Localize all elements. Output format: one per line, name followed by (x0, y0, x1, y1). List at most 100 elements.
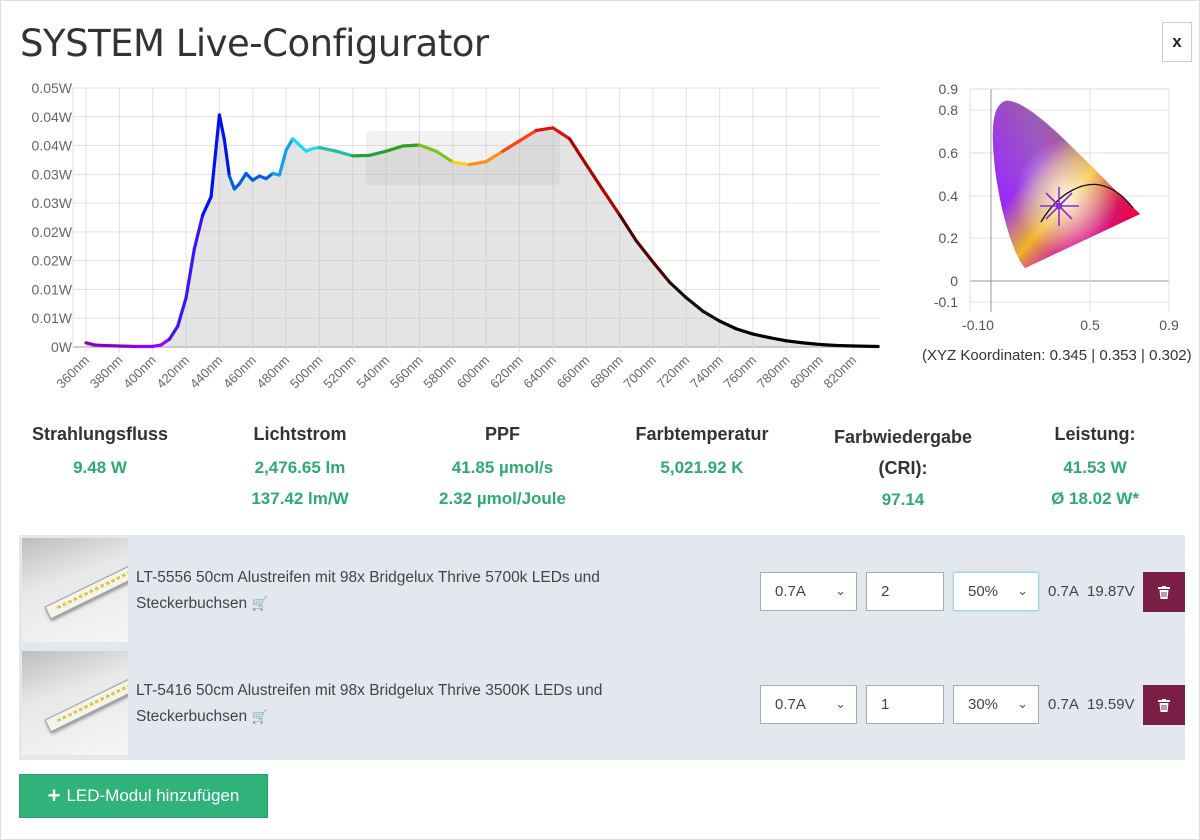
x-tick-label: 540nm (354, 353, 393, 392)
stat-value: 2,476.65 lm (254, 458, 346, 477)
x-tick-label: 720nm (654, 353, 693, 392)
y-tick-label: 0.04W (32, 138, 73, 154)
spectrum-line-segment (467, 159, 488, 167)
module-description: LT-5556 50cm Alustreifen mit 98x Bridgel… (136, 565, 696, 617)
current-select[interactable]: 0.7A ⌄ (760, 572, 857, 611)
x-tick-label: 400nm (120, 353, 159, 392)
stat-value: 97.14 (881, 490, 925, 509)
close-button[interactable]: x (1162, 22, 1192, 62)
x-tick-label: 580nm (420, 353, 459, 392)
cie-y-tick: 0.8 (939, 102, 959, 118)
quantity-value: 1 (881, 696, 890, 713)
delete-module-button[interactable] (1143, 572, 1185, 612)
module-row: LT-5416 50cm Alustreifen mit 98x Bridgel… (19, 648, 1185, 756)
stat-cri: Farbwiedergabe (CRI): 97.14 (808, 422, 998, 515)
spectrum-chart: 0W 0.01W 0.01W 0.02W 0.02W 0.03W 0.03W 0.04W 0.0… (32, 80, 880, 392)
spectrum-line-segment (651, 260, 672, 284)
stat-value: 2.32 µmol/Joule (439, 489, 566, 508)
spectrum-line-segment (584, 163, 605, 192)
stat-value: 137.42 lm/W (251, 489, 349, 508)
plus-icon: + (47, 783, 61, 808)
stat-label: Farbwiedergabe (CRI): (833, 427, 973, 478)
spectrum-line-segment (551, 126, 572, 141)
delete-module-button[interactable] (1143, 685, 1185, 725)
current-select[interactable]: 0.7A ⌄ (760, 685, 857, 724)
spectrum-line-segment (222, 138, 232, 178)
stat-label: PPF (484, 424, 520, 444)
trash-icon (1158, 585, 1170, 599)
spectrum-line-segment (201, 195, 213, 217)
cie-y-tick: -0.1 (934, 294, 958, 310)
page-title: SYSTEM Live-Configurator (20, 22, 489, 65)
x-tick-label: 360nm (53, 353, 92, 392)
y-tick-label: 0.03W (32, 195, 73, 211)
spectrum-line-segment (834, 343, 855, 348)
spectrum-line-segment (784, 339, 805, 345)
dimming-select[interactable]: 50% ⌄ (953, 572, 1039, 611)
spectrum-line-segment (484, 149, 505, 164)
module-list: LT-5556 50cm Alustreifen mit 98x Bridgel… (19, 535, 1185, 760)
stat-value: 9.48 W (73, 458, 127, 477)
spectrum-line-segment (534, 126, 555, 133)
spectrum-line-segment (176, 296, 188, 328)
spectrum-line-segment (384, 144, 405, 153)
x-tick-label: 820nm (820, 353, 859, 392)
cie-y-tick: 0 (950, 273, 958, 289)
trash-icon (1158, 698, 1170, 712)
stat-label: Farbtemperatur (635, 424, 769, 444)
stat-luminous-flux: Lichtstrom 2,476.65 lm 137.42 lm/W (215, 422, 385, 514)
spectrum-line-segment (217, 113, 227, 142)
cart-icon[interactable]: 🛒 (251, 596, 268, 611)
spectrum-line-segment (317, 145, 338, 153)
stat-value: 5,021.92 K (660, 458, 744, 477)
spectrum-line-segment (209, 113, 221, 199)
x-tick-label: 620nm (487, 353, 526, 392)
spectrum-line-segment (167, 324, 180, 341)
spectrum-line-segment (734, 327, 755, 336)
y-tick-label: 0.01W (32, 281, 73, 297)
cie-x-tick: 0.9 (1159, 317, 1179, 333)
y-tick-label: 0.04W (32, 109, 73, 125)
dimming-select[interactable]: 30% ⌄ (953, 685, 1039, 724)
x-tick-label: 380nm (87, 353, 126, 392)
spectrum-line-segment (417, 143, 438, 153)
spectrum-line-segment (434, 149, 455, 164)
stat-color-temperature: Farbtemperatur 5,021.92 K (612, 422, 792, 483)
spectrum-line-segment (277, 148, 288, 177)
chevron-down-icon: ⌄ (1017, 583, 1028, 598)
y-tick-label: 0.02W (32, 224, 73, 240)
cie-y-tick: 0.4 (939, 188, 959, 204)
stat-value: 41.85 µmol/s (451, 458, 554, 477)
spectrum-line-segment (184, 246, 196, 300)
spectrum-line-segment (159, 337, 171, 347)
cie-x-tick: -0.10 (962, 317, 994, 333)
add-button-label: LED-Modul hinzufügen (66, 786, 240, 805)
module-description: LT-5416 50cm Alustreifen mit 98x Bridgel… (136, 678, 696, 730)
cie-y-tick: 0.2 (939, 230, 959, 246)
quantity-input[interactable]: 2 (866, 572, 944, 611)
stat-value: 41.53 W (1063, 458, 1127, 477)
color-point-marker (1040, 187, 1079, 226)
spectrum-line-segment (334, 149, 355, 158)
stat-label: Leistung: (1054, 424, 1136, 444)
module-voltage: 19.59V (1087, 696, 1135, 713)
module-current: 0.7A (1048, 583, 1079, 600)
x-tick-label: 660nm (554, 353, 593, 392)
xyz-coordinates: (XYZ Koordinaten: 0.345 | 0.353 | 0.302) (922, 347, 1192, 364)
x-tick-label: 680nm (587, 353, 626, 392)
spectrum-line-segment (634, 239, 655, 264)
stat-radiant-flux: Strahlungsfluss 9.48 W (15, 422, 185, 483)
stat-value: Ø 18.02 W* (1051, 489, 1139, 508)
current-value: 0.7A (775, 696, 806, 713)
y-tick-label: 0W (51, 339, 73, 355)
spectrum-line-segment (567, 137, 588, 167)
spectrum-line-segment (851, 344, 880, 349)
add-led-module-button[interactable]: + LED-Modul hinzufügen (19, 774, 268, 818)
spectrum-line-segment (517, 128, 538, 143)
cart-icon[interactable]: 🛒 (251, 709, 268, 724)
spectrum-area (86, 114, 879, 348)
y-tick-label: 0.02W (32, 253, 73, 269)
planckian-locus (1040, 183, 1134, 223)
quantity-input[interactable]: 1 (866, 685, 944, 724)
spectrum-line-segment (192, 213, 205, 251)
